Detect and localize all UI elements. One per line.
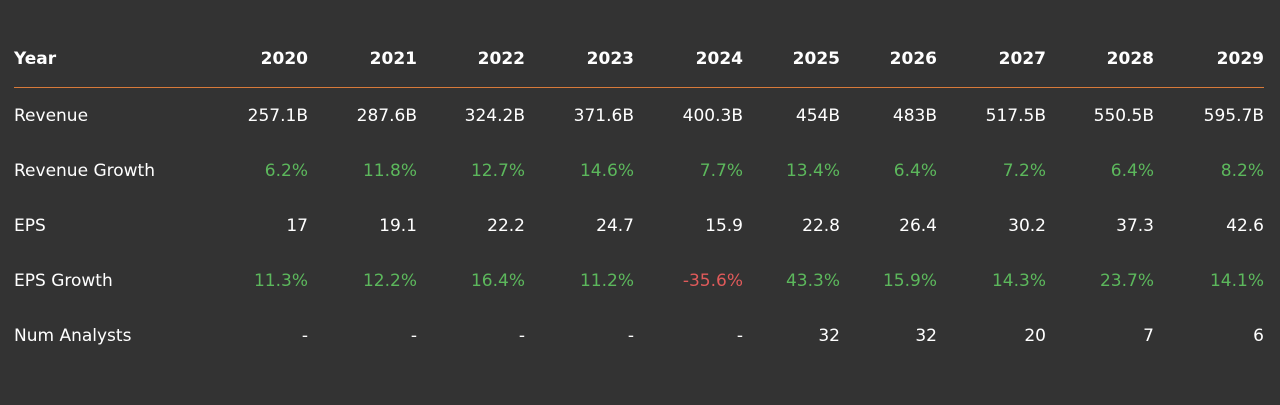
table-cell: 15.9 — [705, 215, 743, 236]
header-year-cell: 2023 — [586, 48, 634, 69]
table-cell: 454B — [795, 105, 840, 126]
table-cell: 37.3 — [1116, 215, 1154, 236]
table-cell: 483B — [892, 105, 937, 126]
header-year-cell: 2027 — [998, 48, 1046, 69]
table-row: Num Analysts - - - - - 32 32 20 7 6 — [14, 308, 1264, 363]
row-label-eps: EPS — [14, 215, 46, 236]
table-cell: 20 — [1024, 325, 1046, 346]
table-cell: 15.9% — [882, 270, 937, 291]
table-cell: 7 — [1143, 325, 1154, 346]
table-cell: - — [301, 325, 308, 346]
table-cell: 23.7% — [1099, 270, 1154, 291]
estimates-table: Year 2020 2021 2022 2023 2024 2025 2026 … — [14, 30, 1264, 363]
table-cell: 371.6B — [573, 105, 634, 126]
table-cell: 24.7 — [596, 215, 634, 236]
header-year-cell: 2025 — [792, 48, 840, 69]
header-year-label: Year — [14, 48, 57, 69]
table-cell: 8.2% — [1220, 160, 1264, 181]
table-cell: 14.1% — [1209, 270, 1264, 291]
table-cell: 30.2 — [1008, 215, 1046, 236]
table-cell: 14.6% — [579, 160, 634, 181]
table-cell: 7.7% — [699, 160, 743, 181]
header-year-cell: 2021 — [369, 48, 417, 69]
table-cell: - — [736, 325, 743, 346]
table-cell: 42.6 — [1226, 215, 1264, 236]
table-cell: 550.5B — [1093, 105, 1154, 126]
table-cell: 32 — [818, 325, 840, 346]
table-cell: 17 — [286, 215, 308, 236]
header-year-cell: 2028 — [1106, 48, 1154, 69]
table-cell: 26.4 — [899, 215, 937, 236]
header-year-cell: 2020 — [260, 48, 308, 69]
table-cell: 595.7B — [1203, 105, 1264, 126]
table-cell: 6.4% — [893, 160, 937, 181]
table-cell: -35.6% — [682, 270, 743, 291]
table-cell: 16.4% — [470, 270, 525, 291]
header-year-cell: 2029 — [1216, 48, 1264, 69]
table-cell: 22.8 — [802, 215, 840, 236]
table-header-row: Year 2020 2021 2022 2023 2024 2025 2026 … — [14, 30, 1264, 88]
table-cell: 14.3% — [991, 270, 1046, 291]
table-cell: 6.4% — [1110, 160, 1154, 181]
table-cell: 43.3% — [785, 270, 840, 291]
table-cell: 13.4% — [785, 160, 840, 181]
header-year-cell: 2024 — [695, 48, 743, 69]
table-cell: 22.2 — [487, 215, 525, 236]
row-label-revenue-growth: Revenue Growth — [14, 160, 155, 181]
table-row: Revenue Growth 6.2% 11.8% 12.7% 14.6% 7.… — [14, 143, 1264, 198]
table-cell: 12.2% — [362, 270, 417, 291]
table-cell: 6.2% — [264, 160, 308, 181]
row-label-eps-growth: EPS Growth — [14, 270, 113, 291]
row-label-num-analysts: Num Analysts — [14, 325, 132, 346]
table-cell: 287.6B — [356, 105, 417, 126]
header-year-cell: 2022 — [477, 48, 525, 69]
table-cell: 517.5B — [985, 105, 1046, 126]
table-cell: 400.3B — [682, 105, 743, 126]
table-row: Revenue 257.1B 287.6B 324.2B 371.6B 400.… — [14, 88, 1264, 143]
table-cell: - — [627, 325, 634, 346]
header-year-cell: 2026 — [889, 48, 937, 69]
table-cell: 11.8% — [362, 160, 417, 181]
row-label-revenue: Revenue — [14, 105, 89, 126]
table-row: EPS 17 19.1 22.2 24.7 15.9 22.8 26.4 30.… — [14, 198, 1264, 253]
table-cell: 12.7% — [470, 160, 525, 181]
table-cell: 32 — [915, 325, 937, 346]
table-cell: - — [410, 325, 417, 346]
table-cell: 257.1B — [247, 105, 308, 126]
table-cell: 324.2B — [464, 105, 525, 126]
table-cell: 7.2% — [1002, 160, 1046, 181]
table-row: EPS Growth 11.3% 12.2% 16.4% 11.2% -35.6… — [14, 253, 1264, 308]
table-cell: 11.2% — [579, 270, 634, 291]
table-cell: 19.1 — [379, 215, 417, 236]
table-cell: 11.3% — [253, 270, 308, 291]
table-cell: 6 — [1253, 325, 1264, 346]
table-cell: - — [518, 325, 525, 346]
